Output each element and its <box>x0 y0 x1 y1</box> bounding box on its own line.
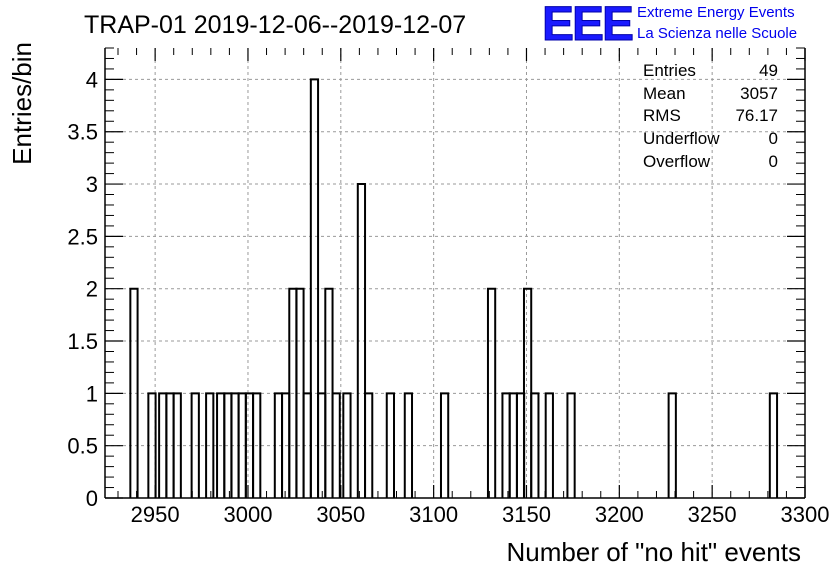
x-tick-label: 3200 <box>595 502 644 527</box>
histogram-bin <box>172 392 182 498</box>
histogram-bin <box>364 392 374 498</box>
eee-logo-mark: EEE <box>542 0 633 51</box>
x-tick-label: 3000 <box>223 502 272 527</box>
eee-logo-line2: La Scienza nelle Scuole <box>637 25 797 42</box>
x-tick-label: 3300 <box>781 502 830 527</box>
histogram-bin <box>768 392 779 498</box>
x-axis-label: Number of "no hit" events <box>507 537 802 567</box>
histogram-bin <box>530 392 540 498</box>
stats-underflow-label: Underflow <box>643 129 720 148</box>
histogram-bin <box>205 392 215 498</box>
y-tick-label: 2 <box>86 277 98 302</box>
eee-logo-line1: Extreme Energy Events <box>637 4 795 21</box>
chart-title: TRAP-01 2019-12-06--2019-12-07 <box>84 11 466 39</box>
x-tick-label: 3150 <box>502 502 551 527</box>
y-tick-label: 4 <box>86 67 98 92</box>
stats-entries-label: Entries <box>643 61 696 80</box>
histogram-bin <box>331 392 341 498</box>
x-tick-label: 3100 <box>409 502 458 527</box>
grid-lines <box>105 48 805 498</box>
eee-logo: EEE Extreme Energy Events La Scienza nel… <box>542 0 798 52</box>
y-tick-label: 3 <box>86 172 98 197</box>
y-tick-label: 2.5 <box>67 224 98 249</box>
histogram-bin <box>486 287 497 498</box>
histogram-bin <box>129 287 139 498</box>
y-axis-label: Entries/bin <box>7 42 37 165</box>
histogram-bin <box>439 392 450 498</box>
y-tick-label: 1.5 <box>67 329 98 354</box>
x-tick-label: 3050 <box>316 502 365 527</box>
y-tick-label: 0.5 <box>67 434 98 459</box>
histogram-bin <box>566 392 576 498</box>
stats-box: Entries 49 Mean 3057 RMS 76.17 Underflow… <box>643 61 778 171</box>
histogram-bars <box>129 78 779 498</box>
x-tick-labels: 2950 3000 3050 3100 3150 3200 3250 3300 <box>131 502 830 527</box>
histogram-bin <box>252 392 262 498</box>
stats-rms-label: RMS <box>643 106 681 125</box>
axes <box>104 47 806 499</box>
histogram-bin <box>147 392 157 498</box>
stats-mean-value: 3057 <box>740 84 778 103</box>
histogram-bin <box>544 392 554 498</box>
stats-mean-label: Mean <box>643 84 686 103</box>
y-tick-labels: 0 0.5 1 1.5 2 2.5 3 3.5 4 <box>67 67 98 511</box>
histogram-bin <box>190 392 200 498</box>
y-tick-label: 1 <box>86 381 98 406</box>
stats-rms-value: 76.17 <box>735 106 778 125</box>
stats-underflow-value: 0 <box>769 129 778 148</box>
histogram-bin <box>667 392 677 498</box>
stats-overflow-value: 0 <box>769 152 778 171</box>
histogram-bin <box>356 183 367 498</box>
histogram-bin <box>309 78 320 498</box>
stats-entries-value: 49 <box>759 61 778 80</box>
y-tick-label: 0 <box>86 486 98 511</box>
x-tick-label: 3250 <box>688 502 737 527</box>
x-tick-label: 2950 <box>131 502 180 527</box>
stats-overflow-label: Overflow <box>643 152 711 171</box>
histogram-bin <box>403 392 414 498</box>
y-tick-label: 3.5 <box>67 120 98 145</box>
histogram-bin <box>385 392 396 498</box>
histogram-bin <box>342 392 352 498</box>
